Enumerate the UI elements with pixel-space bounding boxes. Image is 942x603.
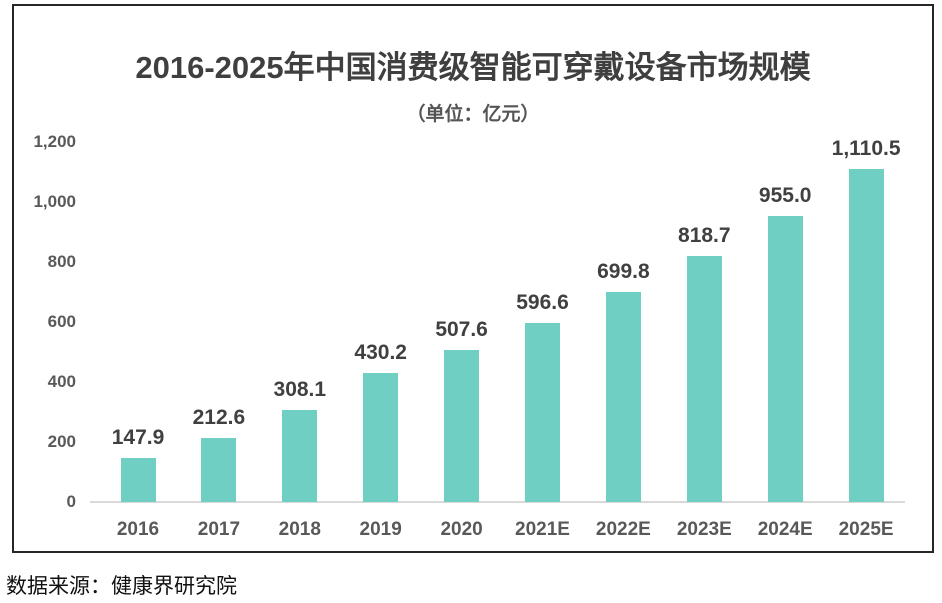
bar-2020 — [444, 349, 480, 502]
bar-value-label: 147.9 — [111, 425, 165, 449]
bar-2024E — [767, 215, 803, 502]
x-axis-category-label: 2023E — [676, 519, 732, 540]
bar-value-label: 212.6 — [192, 406, 246, 430]
bar-2023E — [686, 256, 722, 502]
y-axis-tick-label: 200 — [47, 432, 76, 451]
bar-value-label: 308.1 — [273, 377, 327, 401]
bar-value-label: 1,110.5 — [831, 136, 901, 160]
bar-value-label: 699.8 — [597, 260, 650, 284]
bar-2022E — [605, 292, 641, 502]
x-axis-category-label: 2019 — [359, 519, 402, 540]
data-source-text: 数据来源：健康界研究院 — [6, 574, 237, 598]
x-axis-category-label: 2025E — [838, 519, 894, 540]
y-axis-tick-label: 0 — [66, 492, 76, 511]
x-axis-category-label: 2022E — [595, 519, 651, 540]
y-axis-tick-label: 1,200 — [33, 132, 76, 151]
chart-subtitle: （单位：亿元） — [406, 104, 540, 125]
y-axis-tick-label: 1,000 — [33, 192, 76, 211]
bar-value-label: 430.2 — [354, 340, 407, 364]
bar-value-label: 507.6 — [435, 317, 488, 341]
bar-value-label: 596.6 — [516, 291, 569, 315]
y-axis-tick-label: 800 — [47, 252, 76, 271]
bar-value-label: 955.0 — [758, 183, 812, 207]
bar-2017 — [201, 438, 237, 502]
bar-2019 — [363, 372, 399, 502]
bar-2025E — [848, 168, 884, 502]
bar-value-label: 818.7 — [678, 224, 731, 248]
y-axis-tick-label: 400 — [47, 372, 76, 391]
bar-2018 — [282, 409, 318, 502]
x-axis-category-label: 2024E — [757, 519, 813, 540]
x-axis-category-label: 2021E — [515, 519, 570, 540]
bar-2021E — [525, 323, 560, 502]
chart-title: 2016-2025年中国消费级智能可穿戴设备市场规模 — [135, 50, 811, 85]
x-axis-category-label: 2017 — [197, 519, 241, 540]
x-axis-line — [90, 501, 905, 503]
x-axis-category-label: 2016 — [116, 519, 160, 540]
x-axis-category-label: 2018 — [278, 519, 321, 540]
y-axis-tick-label: 600 — [47, 312, 76, 331]
x-axis-category-label: 2020 — [440, 519, 483, 540]
bar-2016 — [120, 457, 156, 502]
